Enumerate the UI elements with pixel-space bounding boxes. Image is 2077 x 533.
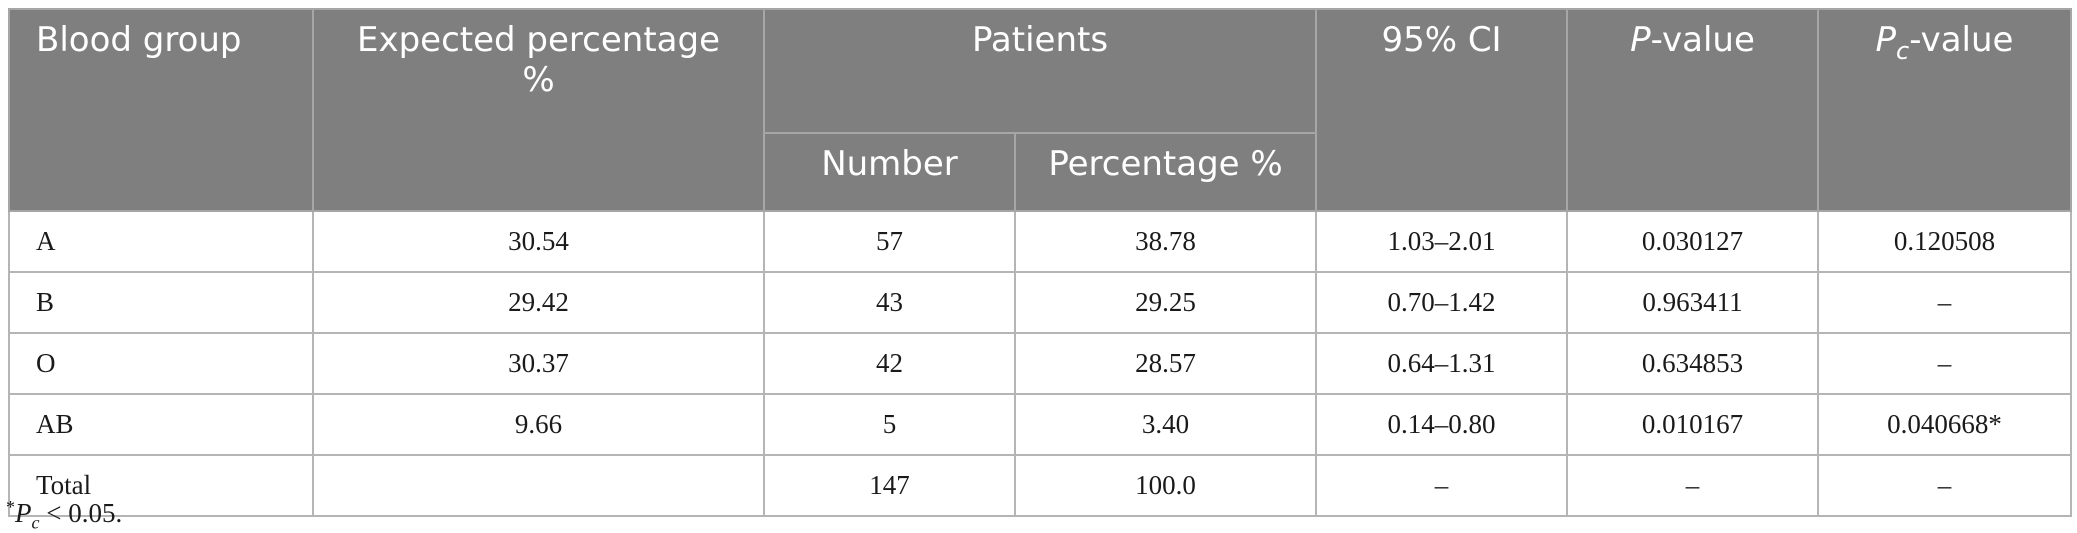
cell-p-value: 0.030127 [1566,210,1820,273]
header-pc-value-subscript: c [1896,37,1910,65]
cell-ci: 1.03–2.01 [1315,210,1569,273]
blood-group-table: Blood group Expected percentage % Patien… [8,8,2073,517]
footnote-marker: * [6,497,15,517]
cell-number: 42 [763,332,1016,395]
cell-ci: – [1315,454,1569,517]
table-row: B 29.42 43 29.25 0.70–1.42 0.963411 – [8,271,2073,334]
cell-p-value: 0.634853 [1566,332,1820,395]
header-pc-value-suffix: -value [1909,20,2014,60]
cell-percentage: 28.57 [1013,332,1318,395]
table-header: Blood group Expected percentage % Patien… [8,8,2073,213]
cell-expected: 30.37 [312,332,765,395]
cell-number: 57 [763,210,1016,273]
header-percentage: Percentage % [1013,131,1318,213]
header-patients: Patients [762,8,1318,134]
header-ci: 95% CI [1315,8,1569,212]
table-row-total: Total 147 100.0 – – – [8,454,2073,517]
header-p-value-suffix: -value [1650,20,1755,60]
cell-percentage: 38.78 [1013,210,1318,273]
cell-ci: 0.70–1.42 [1315,271,1569,334]
header-expected-percentage-line2: % [522,60,555,100]
table-row: A 30.54 57 38.78 1.03–2.01 0.030127 0.12… [8,210,2073,273]
cell-expected: 30.54 [312,210,765,273]
cell-pc-value: 0.040668* [1817,393,2073,456]
cell-group: Total [8,454,314,517]
table-footnote: *Pc < 0.05. [6,497,122,533]
cell-number: 5 [763,393,1016,456]
footnote-p-symbol: P [15,498,32,528]
header-number: Number [763,131,1016,213]
cell-number: 43 [763,271,1016,334]
cell-expected [312,454,765,517]
cell-group: O [8,332,314,395]
cell-group: A [8,210,314,273]
header-expected-percentage-line1: Expected percentage [357,20,720,60]
cell-group: B [8,271,314,334]
table-row: O 30.37 42 28.57 0.64–1.31 0.634853 – [8,332,2073,395]
table-container: Blood group Expected percentage % Patien… [8,8,2073,517]
header-pc-value: Pc-value [1817,8,2073,212]
cell-pc-value: 0.120508 [1817,210,2073,273]
header-p-value-symbol: P [1630,20,1651,60]
cell-pc-value: – [1817,271,2073,334]
footnote-text: < 0.05. [39,498,123,528]
cell-percentage: 3.40 [1013,393,1318,456]
cell-expected: 29.42 [312,271,765,334]
header-pc-value-symbol: P [1875,20,1897,60]
cell-pc-value: – [1817,454,2073,517]
cell-number: 147 [763,454,1016,517]
footnote-subscript: c [31,512,40,533]
cell-percentage: 29.25 [1013,271,1318,334]
table-body: A 30.54 57 38.78 1.03–2.01 0.030127 0.12… [8,210,2073,517]
cell-p-value: 0.963411 [1566,271,1820,334]
cell-p-value: – [1566,454,1820,517]
header-p-value: P-value [1566,8,1820,212]
header-expected-percentage: Expected percentage % [312,8,765,212]
table-row: AB 9.66 5 3.40 0.14–0.80 0.010167 0.0406… [8,393,2073,456]
cell-group: AB [8,393,314,456]
header-blood-group: Blood group [8,8,314,212]
cell-expected: 9.66 [312,393,765,456]
cell-ci: 0.14–0.80 [1315,393,1569,456]
cell-percentage: 100.0 [1013,454,1318,517]
cell-pc-value: – [1817,332,2073,395]
cell-ci: 0.64–1.31 [1315,332,1569,395]
cell-p-value: 0.010167 [1566,393,1820,456]
